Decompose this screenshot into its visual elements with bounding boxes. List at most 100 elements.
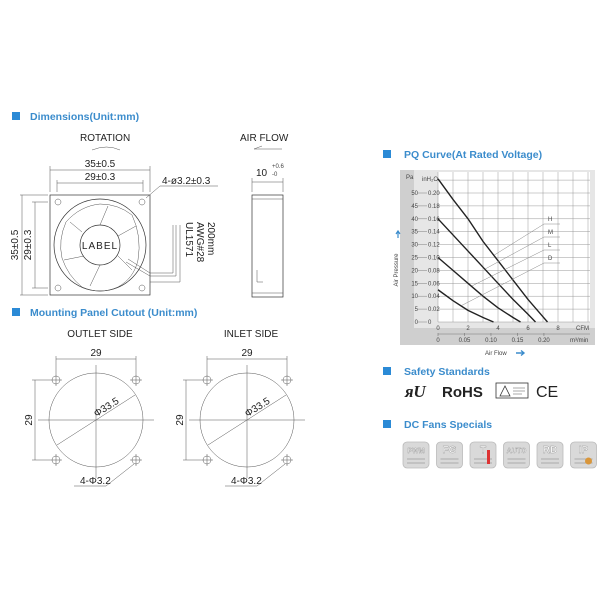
y-tick-label: 0.08 xyxy=(428,268,440,274)
spacing-dim: 29 xyxy=(90,348,102,359)
height-inner-dim: 29±0.3 xyxy=(23,229,34,260)
svg-text:AUTO: AUTO xyxy=(507,448,527,455)
x2-tick-label: 0.20 xyxy=(538,338,550,344)
y-tick-label: 0.16 xyxy=(428,217,440,223)
series-label: D xyxy=(548,256,553,262)
x-tick-label: 8 xyxy=(556,326,560,332)
series-line-L xyxy=(437,256,521,323)
section-marker xyxy=(383,420,391,428)
y-tick-label: 0.12 xyxy=(428,243,440,249)
rotation-label: ROTATION xyxy=(80,133,130,144)
y-tick-label: 0.20 xyxy=(428,191,440,197)
y-unit: inH₂O xyxy=(422,177,438,183)
y2-tick-label: 20 xyxy=(411,268,418,274)
thickness-tol-plus: +0.6 xyxy=(272,164,285,170)
leader-line xyxy=(494,223,560,256)
diameter-dim: Φ33.5 xyxy=(243,396,272,420)
y2-tick-label: 40 xyxy=(411,217,418,223)
section-marker xyxy=(12,112,20,120)
rotation-arrow-icon xyxy=(91,146,121,151)
x-tick-label: 2 xyxy=(466,326,470,332)
leader-line xyxy=(461,262,560,306)
y-tick-label: 0 xyxy=(428,320,432,326)
y-tick-label: 0.02 xyxy=(428,307,440,313)
cutout-outlet: OUTLET SIDE 29 29 Φ33.5 4-Φ3.2 xyxy=(24,329,154,487)
holes-dim: 4-Φ3.2 xyxy=(231,476,262,487)
side-dim: 29 xyxy=(175,414,186,426)
thickness-tol-minus: -0 xyxy=(272,172,278,178)
width-outer-dim: 35±0.5 xyxy=(85,159,116,170)
y2-tick-label: 25 xyxy=(411,256,418,262)
specials-title: DC Fans Specials xyxy=(404,419,492,431)
y2-unit: Pa xyxy=(406,175,414,181)
leader-line xyxy=(471,249,560,287)
svg-text:RD: RD xyxy=(543,445,557,456)
hub-label: LABEL xyxy=(82,241,118,252)
arrow-up-icon xyxy=(395,229,401,238)
x-tick-label: 4 xyxy=(496,326,500,332)
x-tick-label: 0 xyxy=(436,326,440,332)
y2-tick-label: 45 xyxy=(411,204,418,210)
rohs-logo: RoHS xyxy=(442,384,483,401)
svg-text:FG: FG xyxy=(443,445,457,456)
y-tick-label: 0.06 xyxy=(428,281,440,287)
pq-chart: 000.0250.04100.06150.08200.10250.12300.1… xyxy=(400,170,595,345)
cutout-inlet: INLET SIDE 29 29 Φ33.5 4-Φ3.2 xyxy=(175,329,305,487)
x2-tick-label: 0 xyxy=(436,338,440,344)
y2-tick-label: 0 xyxy=(415,320,419,326)
feature-icon-pwm: PWM xyxy=(402,441,430,469)
height-outer-dim: 35±0.5 xyxy=(10,229,21,260)
ur-logo: ᴙU xyxy=(404,382,426,401)
mounting-title: Mounting Panel Cutout (Unit:mm) xyxy=(30,307,197,319)
safety-title: Safety Standards xyxy=(404,366,490,378)
y2-tick-label: 10 xyxy=(411,294,418,300)
feature-icon-rd: RD xyxy=(536,441,564,469)
spacing-dim: 29 xyxy=(241,348,253,359)
x2-tick-label: 0.05 xyxy=(459,338,471,344)
pq-title: PQ Curve(At Rated Voltage) xyxy=(404,149,542,161)
y-axis-label: Air Pressure xyxy=(394,253,400,287)
y2-tick-label: 50 xyxy=(411,191,418,197)
arrow-right-icon xyxy=(516,349,526,357)
x-axis-label: Air Flow xyxy=(485,351,507,357)
fan-front-view: LABEL xyxy=(49,194,181,296)
series-line-D xyxy=(437,289,494,323)
svg-text:PWM: PWM xyxy=(407,448,424,455)
wire-spec-3: 200mm xyxy=(205,222,216,255)
thickness-dim: 10 xyxy=(256,168,268,179)
y2-tick-label: 15 xyxy=(411,281,418,287)
series-line-H xyxy=(437,178,549,323)
feature-icon-auto: AUTO xyxy=(503,441,530,469)
x-tick-label: 6 xyxy=(526,326,530,332)
series-label: M xyxy=(548,230,553,236)
y2-tick-label: 5 xyxy=(415,307,419,313)
series-line-M xyxy=(437,218,537,323)
x2-tick-label: 0.10 xyxy=(485,338,497,344)
ce-logo: CE xyxy=(536,384,558,401)
series-label: H xyxy=(548,217,552,223)
svg-text:T: T xyxy=(480,445,486,456)
diameter-dim: Φ33.5 xyxy=(92,396,121,420)
view-label: OUTLET SIDE xyxy=(67,329,133,340)
side-dim: 29 xyxy=(24,414,35,426)
holes-dim: 4-Φ3.2 xyxy=(80,476,111,487)
tuv-mark-icon xyxy=(495,382,529,399)
feature-icon-fg: FG xyxy=(436,441,463,469)
section-marker xyxy=(383,150,391,158)
dimensions-title: Dimensions(Unit:mm) xyxy=(30,111,139,123)
section-marker xyxy=(12,308,20,316)
dimension-lines xyxy=(49,166,151,192)
section-marker xyxy=(383,367,391,375)
wire-spec-1: UL1571 xyxy=(183,222,194,257)
y2-tick-label: 35 xyxy=(411,230,418,236)
fan-side-view xyxy=(251,178,284,298)
airflow-arrow-icon xyxy=(253,145,282,150)
feature-icon-ip: IP xyxy=(570,441,597,469)
feature-icon-t: T xyxy=(469,441,497,469)
airflow-label: AIR FLOW xyxy=(240,133,289,144)
y-tick-label: 0.04 xyxy=(428,294,440,300)
view-label: INLET SIDE xyxy=(224,329,279,340)
x-unit: CFM xyxy=(576,326,589,332)
y2-tick-label: 30 xyxy=(411,243,418,249)
